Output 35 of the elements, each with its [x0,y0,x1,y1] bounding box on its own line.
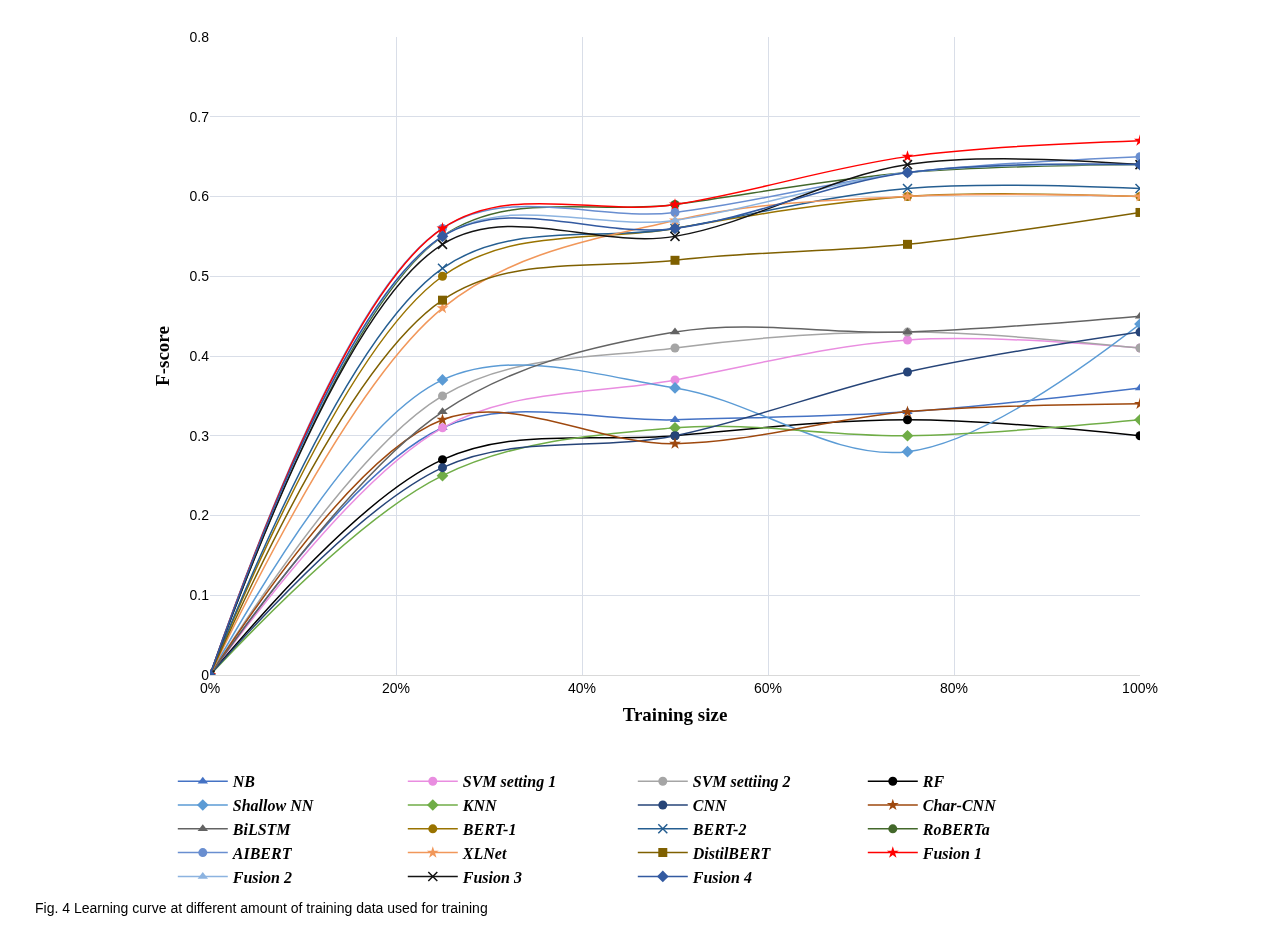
y-tick-label: 0.3 [189,427,210,444]
y-tick-label: 0.2 [189,507,210,524]
legend-label: BiLSTM [231,821,292,839]
caption: Fig. 4 Learning curve at different amount of training data used for training [35,900,488,916]
legend-label: CNN [692,797,729,815]
legend-label: Char-CNN [922,797,998,815]
x-tick-label: 100% [1122,679,1158,696]
legend-label: RF [921,773,945,791]
x-tick-label: 80% [939,679,969,696]
y-tick-label: 0.6 [189,188,210,205]
legend-label: DistilBERT [691,844,772,862]
x-axis-title: Training size [622,703,728,725]
y-tick-label: 0.8 [189,28,210,45]
legend-label: Fusion 4 [691,868,752,886]
x-tick-label: 40% [567,679,597,696]
y-axis-title: F-score [152,326,174,386]
y-tick-label: 0.5 [189,268,210,285]
legend-label: Fusion 1 [921,844,982,862]
y-tick-label: 0.1 [189,587,210,604]
x-tick-label: 20% [381,679,411,696]
legend-label: SVM settiing 2 [692,773,791,792]
legend-label: NB [231,773,256,791]
legend-label: KNN [461,797,499,815]
x-tick-label: 60% [753,679,783,696]
legend-label: XLNet [461,844,507,862]
legend-label: RoBERTa [921,821,990,839]
legend-label: BERT-1 [461,821,517,839]
legend-label: Fusion 2 [231,868,292,886]
legend-label: BERT-2 [691,821,747,839]
legend-label: SVM setting 1 [462,773,557,792]
legend-label: Shallow NN [232,797,315,815]
y-tick-label: 0.4 [189,347,210,364]
y-tick-label: 0.7 [189,108,210,125]
legend-label: AIBERT [231,844,293,862]
legend-label: Fusion 3 [461,868,522,886]
